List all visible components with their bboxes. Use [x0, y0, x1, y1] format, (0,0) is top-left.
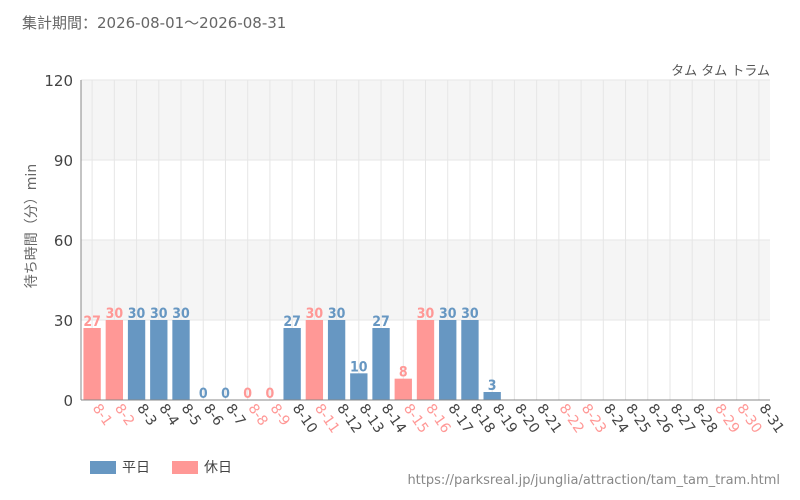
data-label: 3 [488, 378, 497, 394]
x-tick-label: 8-4 [156, 401, 182, 429]
bar [172, 320, 190, 400]
bar [439, 320, 457, 400]
x-tick-label: 8-1 [89, 401, 115, 429]
y-axis-label: 待ち時間（分）min [24, 164, 40, 288]
bar [350, 373, 368, 400]
y-tick-label: 90 [54, 152, 73, 170]
legend-label-weekday: 平日 [122, 460, 150, 476]
bar [127, 320, 146, 400]
legend-item-holiday[interactable]: 休日 [172, 457, 232, 477]
legend: 平日 休日 [90, 457, 232, 477]
y-tick-label: 120 [44, 72, 73, 90]
data-label: 10 [350, 359, 368, 375]
data-label: 0 [243, 386, 252, 402]
data-label: 0 [221, 386, 230, 402]
bar [394, 378, 412, 400]
bar [327, 320, 346, 400]
data-label: 8 [399, 365, 408, 381]
data-label: 0 [199, 386, 208, 402]
data-label: 30 [461, 306, 479, 322]
data-label: 30 [106, 306, 124, 322]
bar [105, 320, 124, 400]
bar [483, 392, 501, 400]
x-tick-label: 8-7 [222, 401, 248, 429]
data-label: 27 [283, 314, 301, 330]
chart-title: タム タム トラム [671, 64, 770, 79]
bar [283, 328, 301, 400]
data-label: 30 [417, 306, 435, 322]
data-label: 27 [83, 314, 101, 330]
bar [305, 320, 324, 400]
legend-label-holiday: 休日 [204, 460, 232, 476]
data-label: 30 [328, 306, 346, 322]
legend-swatch-weekday [90, 460, 116, 474]
legend-item-weekday[interactable]: 平日 [90, 457, 150, 477]
data-label: 30 [172, 306, 190, 322]
y-tick-label: 30 [54, 312, 73, 330]
data-label: 30 [439, 306, 457, 322]
bar [416, 320, 435, 400]
bar [150, 320, 168, 400]
y-tick-label: 60 [54, 232, 73, 250]
legend-swatch-holiday [172, 460, 198, 474]
x-tick-label: 8-5 [178, 401, 204, 429]
data-label: 30 [306, 306, 324, 322]
x-tick-label: 8-3 [133, 401, 159, 429]
x-tick-label: 8-2 [111, 401, 137, 429]
source-url[interactable]: https://parksreal.jp/junglia/attraction/… [407, 473, 780, 488]
data-label: 30 [150, 306, 168, 322]
x-tick-label: 8-9 [267, 401, 293, 429]
x-tick-label: 8-31 [756, 401, 787, 436]
data-label: 27 [372, 314, 390, 330]
period-label: 集計期間：2026-08-01～2026-08-31 [22, 14, 287, 32]
x-tick-label: 8-6 [200, 401, 226, 429]
data-label: 0 [266, 386, 275, 402]
data-label: 30 [128, 306, 146, 322]
bar [372, 328, 390, 400]
bar [83, 328, 101, 400]
x-tick-label: 8-8 [244, 401, 270, 429]
y-tick-label: 0 [63, 392, 73, 410]
bar [461, 320, 479, 400]
